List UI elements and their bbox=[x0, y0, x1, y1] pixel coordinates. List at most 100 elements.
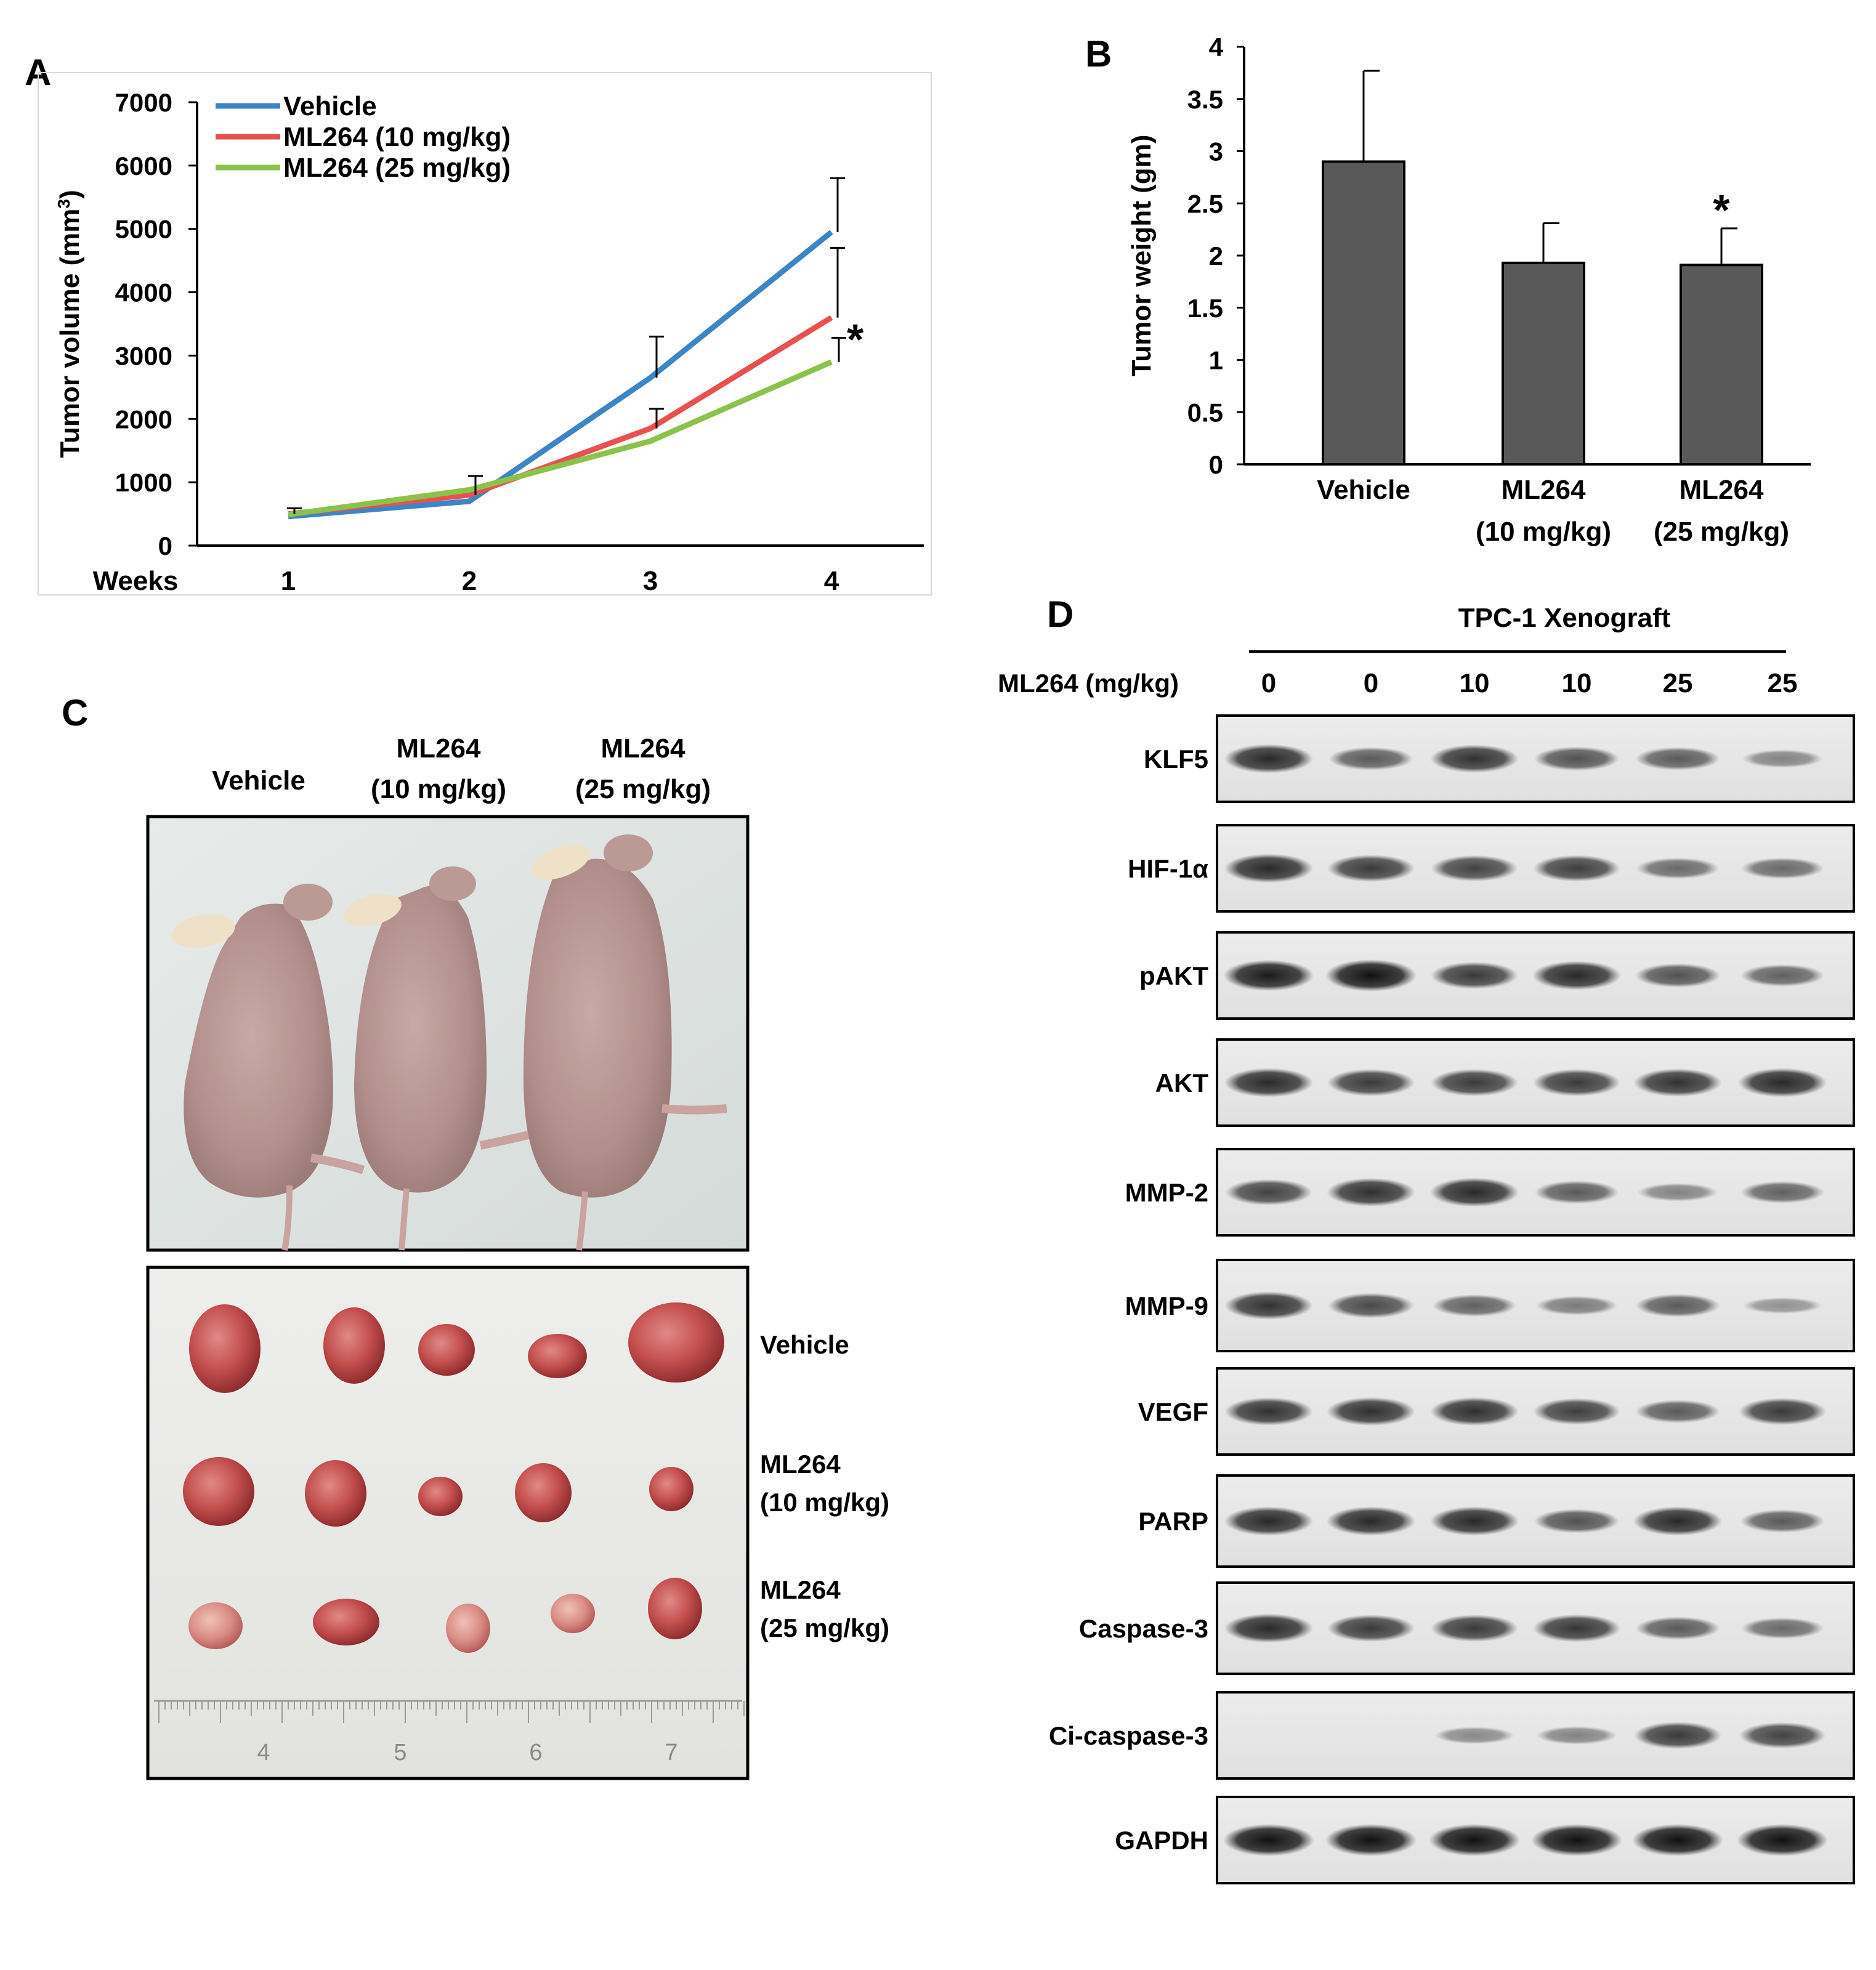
y-tick-label: 3000 bbox=[115, 341, 172, 370]
tumors-photo: 4 5 6 7 bbox=[146, 1266, 750, 1780]
blot-band bbox=[1635, 1294, 1720, 1317]
blot-label: PARP bbox=[1138, 1507, 1208, 1536]
blot-band bbox=[1431, 1615, 1518, 1642]
x-category-sublabel: (10 mg/kg) bbox=[1476, 517, 1611, 547]
tumor-row-ml264-10 bbox=[183, 1457, 693, 1527]
dose-value: 10 bbox=[1562, 668, 1592, 698]
mice-photo bbox=[146, 815, 750, 1252]
blot-band bbox=[1431, 1069, 1518, 1096]
panel-c-mice-labels: Vehicle ML264 (10 mg/kg) ML264 (25 mg/kg) bbox=[212, 733, 711, 804]
blot-ci-caspase-3: Ci-caspase-3 bbox=[1049, 1691, 1855, 1780]
blot-band bbox=[1224, 1068, 1314, 1097]
y-tick-label: 2.5 bbox=[1187, 189, 1223, 218]
blot-label: AKT bbox=[1155, 1068, 1209, 1097]
blot-band bbox=[1633, 1506, 1723, 1536]
blot-band bbox=[1429, 1506, 1519, 1536]
blot-band bbox=[1742, 1297, 1822, 1314]
blot-mmp-2: MMP-2 bbox=[1125, 1148, 1855, 1237]
blot-band bbox=[1739, 1722, 1826, 1749]
blot-band bbox=[1741, 1617, 1824, 1639]
blot-band bbox=[1532, 961, 1622, 990]
blot-band bbox=[1634, 1722, 1721, 1749]
y-tick-label: 2000 bbox=[115, 405, 172, 434]
blot-band bbox=[1223, 959, 1314, 991]
blot-label: Caspase-3 bbox=[1079, 1614, 1208, 1643]
blot-band bbox=[1326, 1506, 1416, 1536]
panel-a-y-ticks: 0 1000 2000 3000 4000 5000 6000 7000 bbox=[115, 88, 197, 560]
legend-label: Vehicle bbox=[283, 91, 377, 121]
blot-band bbox=[1536, 1726, 1617, 1745]
ruler-number: 7 bbox=[665, 1740, 677, 1766]
blot-label: MMP-2 bbox=[1125, 1178, 1208, 1207]
tumor-row-vehicle bbox=[189, 1302, 724, 1393]
panel-b-bar-chart: B 0 0.5 1 1.5 2 2.5 3 3.5 4 Tumor weight (gm) Ve… bbox=[1085, 33, 1811, 547]
y-tick-label: 0 bbox=[1209, 450, 1223, 479]
ruler-number: 4 bbox=[257, 1740, 270, 1766]
blot-band bbox=[1532, 1614, 1621, 1642]
tumor-row-ml264-25 bbox=[188, 1578, 702, 1653]
y-tick-label: 1000 bbox=[115, 468, 172, 497]
blot-band bbox=[1325, 1824, 1417, 1856]
blot-label: VEGF bbox=[1138, 1397, 1208, 1426]
blot-band bbox=[1632, 1824, 1723, 1856]
dose-value: 0 bbox=[1261, 668, 1276, 698]
x-category-sublabel: (25 mg/kg) bbox=[1654, 517, 1789, 547]
blot-mmp-9: MMP-9 bbox=[1125, 1259, 1855, 1352]
bar-ml264-10-mg-kg bbox=[1502, 261, 1585, 466]
mice-label: ML264 bbox=[397, 733, 481, 764]
x-category-label: ML264 bbox=[1502, 475, 1586, 505]
blot-band bbox=[1327, 855, 1415, 882]
blot-band bbox=[1533, 1069, 1620, 1096]
dose-label: ML264 (mg/kg) bbox=[998, 669, 1179, 698]
blot-band bbox=[1533, 855, 1620, 882]
panel-a-y-axis-title: Tumor volume (mm3) bbox=[54, 190, 86, 458]
y-tick-label: 6000 bbox=[115, 151, 172, 180]
y-tick-label: 2 bbox=[1209, 241, 1223, 270]
x-category-label: ML264 bbox=[1680, 475, 1764, 505]
y-tick-label: 3.5 bbox=[1187, 85, 1223, 114]
panel-b-y-axis-title: Tumor weight (gm) bbox=[1126, 135, 1157, 377]
blot-band bbox=[1433, 1294, 1516, 1317]
blot-band bbox=[1224, 1613, 1314, 1643]
blot-band bbox=[1739, 1398, 1826, 1425]
blot-band bbox=[1224, 1397, 1313, 1426]
panel-c-letter: C bbox=[62, 692, 88, 733]
blot-band bbox=[1635, 1400, 1720, 1423]
x-tick-label: 2 bbox=[462, 566, 477, 596]
blot-gapdh: GAPDH bbox=[1115, 1796, 1855, 1884]
y-tick-label: 4000 bbox=[115, 278, 172, 307]
panel-d-letter: D bbox=[1047, 594, 1073, 635]
blot-band bbox=[1635, 1617, 1720, 1640]
blot-band bbox=[1225, 1179, 1312, 1206]
blot-label: HIF-1α bbox=[1128, 854, 1208, 883]
blot-band bbox=[1535, 1296, 1618, 1315]
tumor-row-label: ML264 bbox=[760, 1450, 841, 1479]
blot-band bbox=[1742, 749, 1823, 768]
blot-band bbox=[1431, 855, 1518, 882]
series-line-ml264-25-mg-kg bbox=[288, 359, 833, 518]
blot-band bbox=[1327, 1397, 1415, 1426]
panel-b-bars: Vehicle ML264 (10 mg/kg) ML264 (25 mg/kg) * bbox=[1317, 70, 1789, 547]
blot-klf5: KLF5 bbox=[1144, 714, 1855, 803]
ruler-number: 6 bbox=[529, 1740, 542, 1766]
significance-star: * bbox=[1713, 186, 1730, 234]
dose-value: 0 bbox=[1364, 668, 1378, 698]
blot-band bbox=[1533, 1398, 1620, 1425]
blot-band bbox=[1531, 1824, 1622, 1856]
blot-band bbox=[1534, 746, 1620, 771]
tumor-row-label: ML264 bbox=[760, 1575, 841, 1604]
x-category-label: Vehicle bbox=[1317, 475, 1410, 505]
blot-band bbox=[1431, 962, 1518, 989]
y-tick-label: 1 bbox=[1209, 346, 1223, 375]
blot-band bbox=[1325, 959, 1417, 991]
blot-akt: AKT bbox=[1155, 1038, 1855, 1127]
blot-band bbox=[1434, 1727, 1514, 1744]
blot-label: pAKT bbox=[1139, 961, 1208, 990]
y-tick-label: 0.5 bbox=[1187, 398, 1223, 427]
dose-values: 0 0 10 10 25 25 bbox=[1261, 668, 1798, 698]
xenograft-header: TPC-1 Xenograft bbox=[1458, 603, 1671, 633]
blot-band bbox=[1534, 1509, 1620, 1533]
